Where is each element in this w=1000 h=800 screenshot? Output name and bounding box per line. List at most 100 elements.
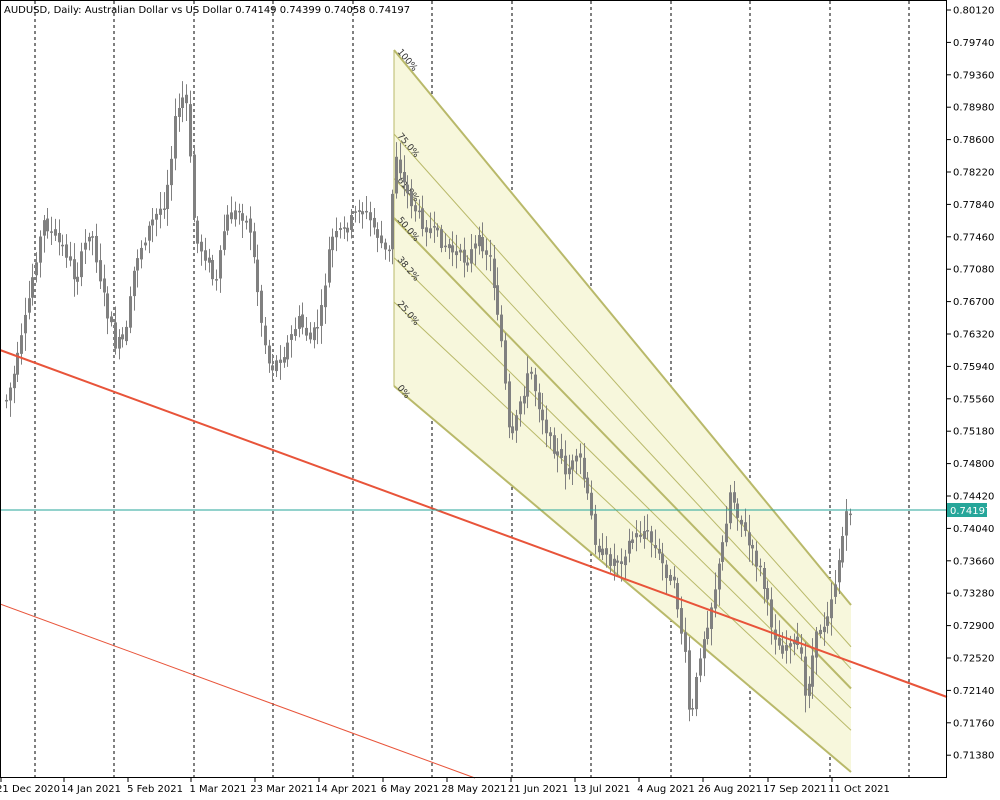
candle-body — [358, 210, 361, 212]
trend-lines[interactable] — [0, 349, 948, 779]
candle-body — [76, 276, 79, 282]
candle-body — [616, 560, 619, 563]
fibonacci-channel[interactable]: 100%75.0%61.8%50.0%38.2%25.0%0% — [393, 48, 852, 778]
candle-body — [590, 492, 593, 516]
candle-body — [264, 325, 267, 346]
candle-body — [751, 544, 754, 549]
candle-body — [624, 556, 627, 566]
candle-body — [395, 156, 398, 194]
candle-body — [688, 650, 691, 710]
candle-body — [343, 227, 346, 229]
candle-body — [316, 326, 319, 329]
y-tick-label: 0.78600 — [953, 135, 994, 146]
candle-body — [39, 236, 42, 263]
candle-body — [429, 228, 432, 234]
candle-body — [159, 208, 162, 215]
candle-body — [665, 564, 668, 579]
y-tick-label: 0.71380 — [953, 751, 994, 762]
candle-body — [478, 235, 481, 247]
plot-frame — [0, 0, 947, 778]
candle-body — [425, 227, 428, 233]
x-tick-label: 4 Aug 2021 — [637, 784, 695, 795]
candle-body — [335, 231, 338, 238]
y-tick-label: 0.74040 — [953, 524, 994, 535]
candle-body — [84, 242, 87, 250]
y-tick-label: 0.71760 — [953, 718, 994, 729]
candle-body — [740, 519, 743, 525]
y-tick-label: 0.77460 — [953, 232, 994, 243]
candle-body — [710, 607, 713, 629]
x-tick-label: 17 Sep 2021 — [763, 784, 826, 795]
candle-body — [294, 329, 297, 336]
candle-body — [301, 314, 304, 328]
candle-body — [841, 536, 844, 563]
candle-body — [50, 231, 53, 233]
candle-body — [575, 455, 578, 462]
candle-body — [249, 218, 252, 233]
candle-body — [151, 219, 154, 226]
x-tick-label: 21 Dec 2020 — [0, 784, 60, 795]
candle-body — [440, 229, 443, 248]
y-tick-label: 0.76320 — [953, 330, 994, 341]
channel-level-line[interactable] — [393, 133, 852, 648]
candle-body — [800, 647, 803, 654]
candlesticks — [5, 81, 852, 722]
candle-body — [339, 228, 342, 230]
candle-body — [384, 242, 387, 250]
candle-body — [605, 548, 608, 555]
candle-body — [830, 599, 833, 619]
candle-body — [166, 184, 169, 210]
candle-body — [639, 534, 642, 537]
candle-body — [129, 296, 132, 328]
candle-body — [73, 259, 76, 280]
main-trendline[interactable] — [0, 349, 948, 698]
candle-body — [444, 245, 447, 248]
candle-body — [410, 191, 413, 207]
candle-body — [849, 513, 852, 516]
candle-body — [646, 530, 649, 532]
candle-body — [489, 255, 492, 257]
candle-body — [493, 258, 496, 288]
candle-body — [436, 227, 439, 231]
x-tick-label: 28 May 2021 — [441, 784, 506, 795]
price-axis[interactable]: 0.80120 0.79740 0.79360 0.78980 0.78600 0.782… — [947, 6, 994, 762]
x-tick-label: 5 Feb 2021 — [127, 784, 183, 795]
candle-body — [283, 357, 286, 363]
y-tick-label: 0.72140 — [953, 686, 994, 697]
lower-trendline[interactable] — [0, 603, 476, 779]
candle-body — [234, 210, 237, 220]
candle-body — [669, 574, 672, 581]
candle-body — [515, 415, 518, 431]
candle-body — [808, 683, 811, 696]
candle-body — [148, 225, 151, 241]
candle-body — [699, 658, 702, 676]
candle-body — [654, 545, 657, 549]
candle-body — [571, 460, 574, 470]
candle-body — [99, 260, 102, 282]
candle-body — [691, 708, 694, 710]
candle-body — [95, 235, 98, 263]
candle-body — [534, 374, 537, 392]
channel-fill — [394, 50, 851, 772]
candle-body — [470, 249, 473, 264]
time-axis[interactable]: 21 Dec 2020 14 Jan 2021 5 Feb 2021 1 Mar 20… — [0, 778, 890, 795]
candle-body — [579, 453, 582, 458]
candle-body — [80, 251, 83, 278]
candle-body — [256, 259, 259, 293]
candle-body — [320, 305, 323, 326]
candle-body — [118, 336, 121, 349]
y-tick-label: 0.79360 — [953, 70, 994, 81]
current-price-badge — [947, 503, 987, 517]
candle-body — [620, 561, 623, 565]
candle-body — [376, 229, 379, 238]
candle-body — [789, 643, 792, 647]
candle-body — [399, 159, 402, 174]
channel-level-line[interactable] — [393, 49, 852, 606]
candle-body — [365, 210, 368, 213]
candle-body — [268, 345, 271, 364]
candle-body — [459, 249, 462, 253]
channel-level-line[interactable] — [393, 301, 852, 731]
channel-level-line[interactable] — [393, 217, 852, 690]
candle-body — [763, 568, 766, 590]
